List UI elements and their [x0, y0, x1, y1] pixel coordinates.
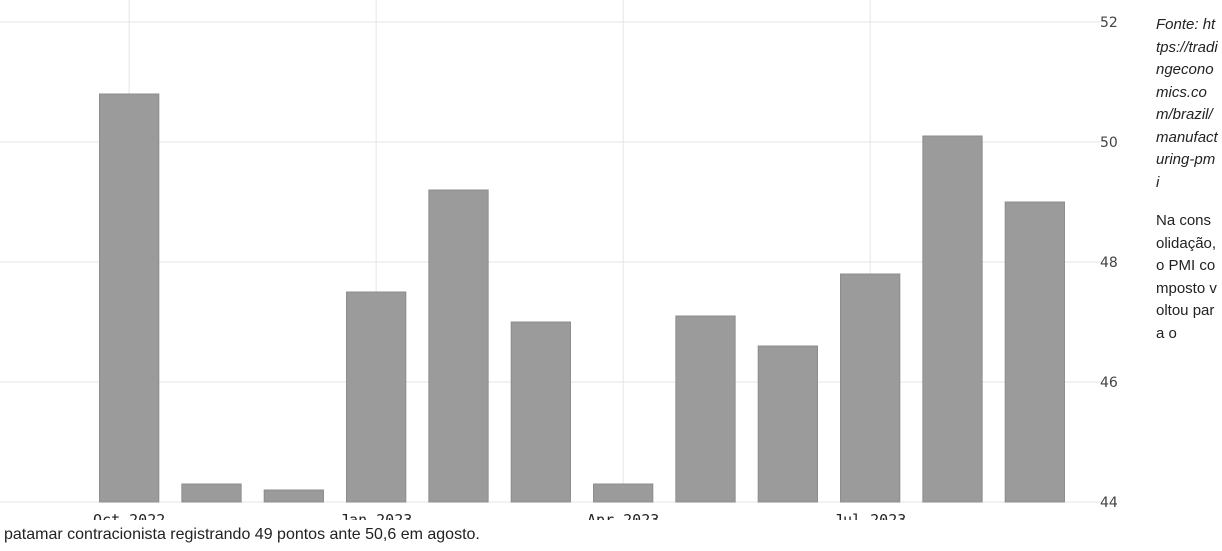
x-tick-label: Jul 2023: [834, 511, 906, 520]
bar-nov-2022: [181, 483, 242, 503]
x-tick-label: Jan 2023: [340, 511, 412, 520]
y-tick-label: 44: [1100, 495, 1118, 511]
bar-jul-2023: [840, 273, 901, 503]
y-tick-label: 52: [1100, 15, 1118, 31]
x-tick-label: Oct 2022: [93, 511, 165, 520]
bar-sep-2023: [1004, 201, 1065, 503]
y-axis-ticks: 44 46 48 50 52: [1100, 15, 1118, 511]
bar-may-2023: [675, 315, 736, 503]
y-tick-label: 48: [1100, 255, 1118, 271]
bar-jan-2023: [346, 291, 407, 503]
bar-aug-2023: [922, 135, 983, 503]
y-tick-label: 50: [1100, 135, 1118, 151]
bar-dec-2022: [263, 489, 324, 503]
bar-mar-2023: [510, 321, 571, 503]
bars: [99, 93, 1065, 503]
pmi-bar-chart: 44 46 48 50 52 Oct 2022 Jan 2023 Apr 2023 Jul 2…: [0, 0, 1118, 520]
body-text-line: patamar contracionista registrando 49 po…: [4, 526, 480, 543]
x-axis-ticks: Oct 2022 Jan 2023 Apr 2023 Jul 2023: [93, 511, 906, 520]
y-tick-label: 46: [1100, 375, 1118, 391]
bar-apr-2023: [593, 483, 654, 503]
bar-jun-2023: [757, 345, 818, 503]
x-tick-label: Apr 2023: [587, 511, 659, 520]
source-citation: Fonte: https://tradingeconomics.com/braz…: [1156, 16, 1218, 191]
side-text-column: Fonte: https://tradingeconomics.com/braz…: [1156, 14, 1218, 345]
bar-feb-2023: [428, 189, 489, 503]
bar-oct-2022: [99, 93, 160, 503]
body-text-fragment: Na consolidação, o PMI composto voltou p…: [1156, 212, 1217, 342]
